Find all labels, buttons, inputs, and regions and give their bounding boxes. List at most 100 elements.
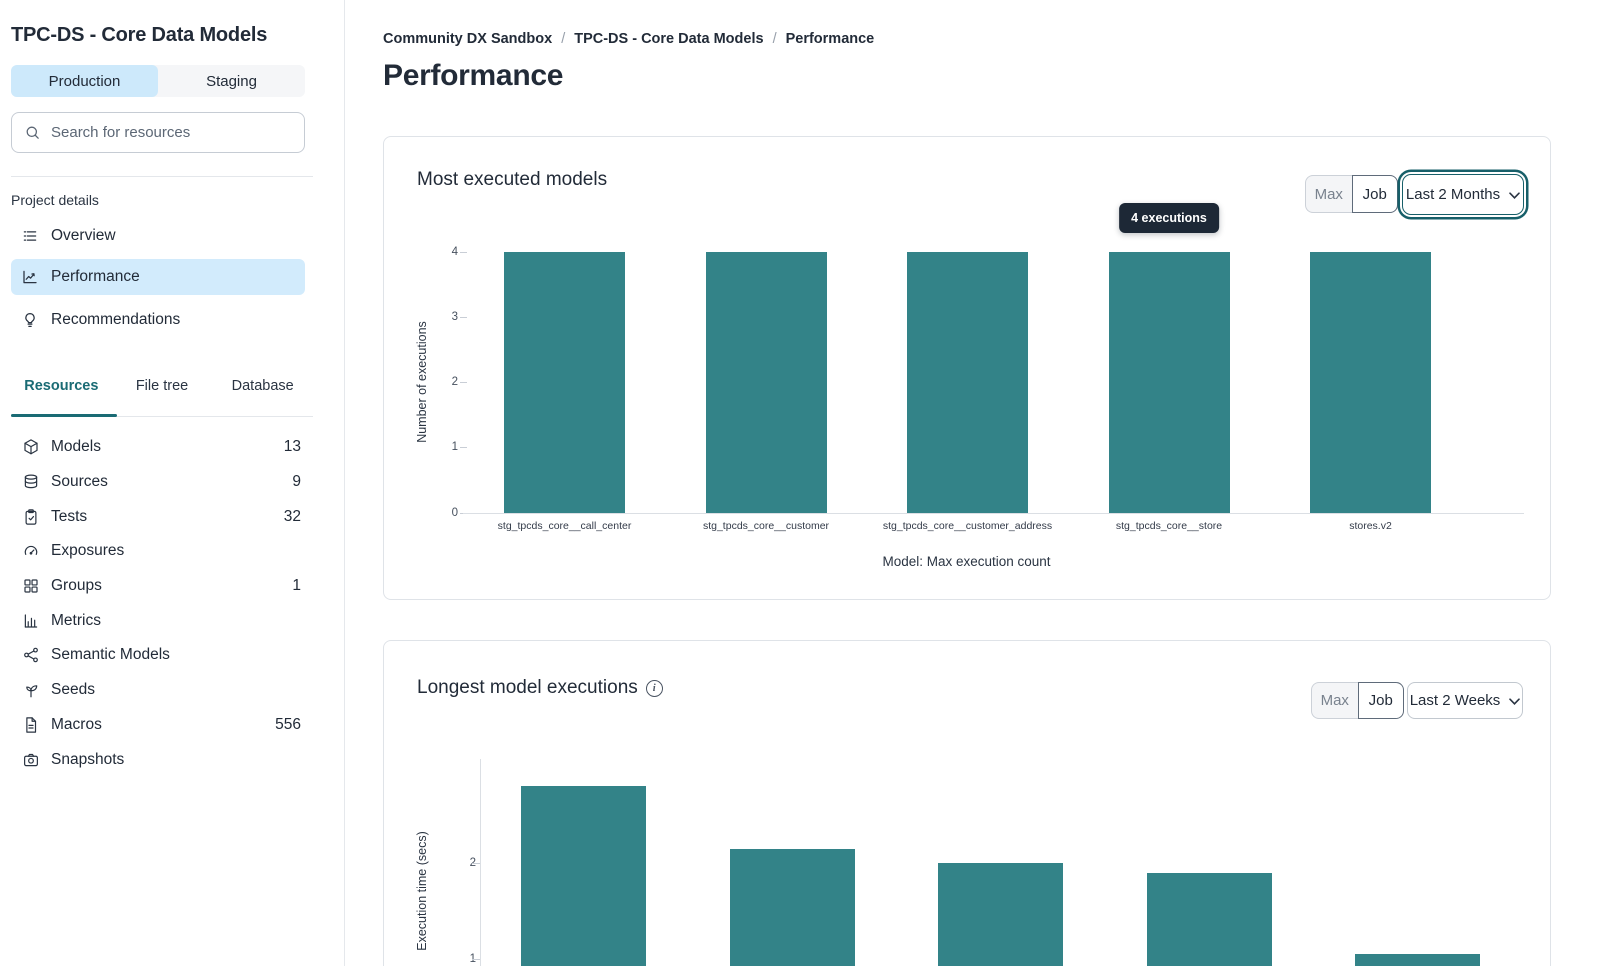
card-most-executed-models: Most executed models Max Job Last 2 Mont… [383,136,1551,600]
y-axis-tick-label: 2 [451,376,458,388]
sprout-icon [26,685,38,698]
y-axis-tick-mark [472,863,480,864]
sidebar-item-recommendations[interactable]: Recommendations [11,302,305,338]
breadcrumb-item[interactable]: Community DX Sandbox [383,31,553,47]
bar[interactable] [1146,872,1272,966]
bar[interactable] [1355,954,1480,966]
sidebar-resource-seeds[interactable]: Seeds [11,673,305,708]
y-axis-tick-mark [472,959,480,960]
sidebar-resource-macros[interactable]: Macros 556 [11,708,305,743]
chart-title: Most executed models [417,169,608,190]
search-input[interactable] [51,124,292,141]
sidebar-item-overview[interactable]: Overview [11,218,305,254]
toggle-job-button[interactable]: Job [1357,682,1404,719]
bar-stores.v2[interactable] [1310,251,1431,513]
sidebar-divider [11,176,313,177]
chart-tooltip: 4 executions [1119,203,1219,233]
x-axis-category-label: stg_tpcds_core__customer_address [882,520,1053,532]
x-axis-line [463,512,1524,514]
time-range-dropdown[interactable]: Last 2 Months [1402,174,1524,215]
active-tab-underline [11,414,117,417]
sidebar-resource-sources[interactable]: Sources 9 [11,465,305,500]
bar[interactable] [938,863,1063,966]
max-job-toggle: Max Job [1305,175,1398,213]
time-range-dropdown[interactable]: Last 2 Weeks [1407,682,1523,719]
resource-count: 13 [283,438,301,456]
bar-chart-icon [24,614,38,628]
resource-label: Macros [51,715,102,733]
resource-label: Sources [51,473,108,491]
x-axis-category-label: stg_tpcds_core__customer [702,520,830,532]
sidebar-resource-snapshots[interactable]: Snapshots [11,742,305,777]
search-icon [26,126,39,139]
breadcrumb-item: Performance [785,31,875,47]
resource-label: Snapshots [51,750,125,768]
sidebar-item-performance[interactable]: Performance [11,259,305,295]
sidebar-resource-exposures[interactable]: Exposures [11,534,305,569]
main-content: Community DX Sandbox / TPC-DS - Core Data … [346,0,1621,966]
resource-label: Seeds [51,681,95,699]
info-icon[interactable]: i [645,679,663,697]
breadcrumb-item[interactable]: TPC-DS - Core Data Models [574,31,764,47]
breadcrumb-separator: / [772,31,777,47]
card-longest-model-executions: Longest model executions i Max Job Last … [383,640,1551,966]
chart-title: Longest model executions i [417,677,663,699]
y-axis-tick-label: 1 [442,953,476,965]
y-axis-tick-label: 0 [451,506,458,519]
project-title: TPC-DS - Core Data Models [11,24,268,46]
chart-title-text: Longest model executions [417,677,638,698]
resource-label: Semantic Models [51,646,170,664]
breadcrumb-separator: / [561,31,566,47]
sidebar-resource-semantic-models[interactable]: Semantic Models [11,638,305,673]
x-axis-category-label: stg_tpcds_core__call_center [497,520,632,532]
resource-count: 9 [292,473,301,491]
trend-chart-icon [23,270,37,284]
resource-count: 556 [275,715,301,733]
file-icon [26,717,37,733]
env-tab-production[interactable]: Production [11,65,158,97]
toggle-max-button[interactable]: Max [1311,682,1358,719]
bar[interactable] [520,786,646,966]
max-job-toggle: Max Job [1311,682,1404,719]
resource-tabs: Resources File tree Database [11,378,313,406]
y-axis-tick-mark [460,382,467,383]
page-title: Performance [383,59,564,92]
sidebar-resource-tests[interactable]: Tests 32 [11,499,305,534]
chevron-down-icon [1509,192,1520,199]
resource-label: Metrics [51,611,101,629]
tab-resources[interactable]: Resources [24,378,99,394]
y-axis-tick-label: 4 [451,245,458,258]
cube-icon [24,439,38,455]
x-axis-category-label: stg_tpcds_core__store [1115,520,1223,532]
clipboard-check-icon [25,508,37,525]
tab-file-tree[interactable]: File tree [135,378,189,394]
network-icon [24,648,38,663]
list-icon [23,231,37,241]
toggle-job-button[interactable]: Job [1351,175,1398,213]
env-tab-staging[interactable]: Staging [158,65,305,97]
sidebar-resource-metrics[interactable]: Metrics [11,603,305,638]
sidebar-resource-groups[interactable]: Groups 1 [11,569,305,604]
resource-count: 1 [292,577,301,595]
search-box[interactable] [11,112,305,153]
resource-list: Models 13 Sources 9 Tests 32 Exposures Groups 1 M… [11,430,305,777]
bar[interactable] [729,848,855,966]
resource-count: 32 [283,507,301,525]
sidebar-item-label: Recommendations [51,311,181,328]
camera-icon [24,753,38,766]
bar-chart-most-executed: Number of executions 0 1 2 3 4 stg_tpcds_core_… [384,137,1550,599]
toggle-max-button[interactable]: Max [1305,175,1352,213]
bar-stg_tpcds_core__call_center[interactable] [504,251,625,513]
y-axis-tick-mark [460,251,467,253]
bar-stg_tpcds_core__store[interactable] [1108,251,1230,513]
y-axis-tick-label: 1 [451,441,458,454]
y-axis-line [480,759,481,966]
sidebar-item-label: Overview [51,227,116,244]
x-axis-label: Model: Max execution count [882,554,1051,569]
y-axis-tick-label: 3 [451,310,458,323]
bar-stg_tpcds_core__customer_address[interactable] [907,251,1028,513]
tab-database[interactable]: Database [231,378,294,394]
y-axis-tick-label: 2 [442,857,476,869]
bar-stg_tpcds_core__customer[interactable] [705,251,827,513]
sidebar-resource-models[interactable]: Models 13 [11,430,305,465]
